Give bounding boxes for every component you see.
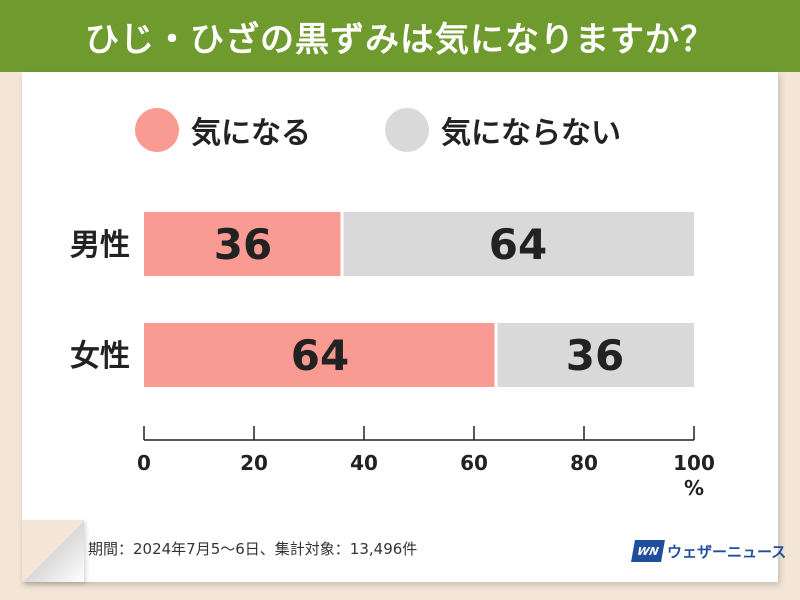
x-tick-label: 40 [350,451,378,475]
legend-label-yes: 気になる [191,116,311,151]
legend-label-no: 気にならない [441,116,621,151]
x-tick-label: 80 [570,451,598,475]
bar-segment [496,323,694,387]
chart-title: ひじ・ひざの黒ずみは気になりますか？ [85,19,715,60]
legend-item-no: 気にならない [385,105,621,155]
data-label: 36 [566,331,624,380]
bar-segment [144,212,342,276]
page-curl [22,520,84,582]
logo-mark: WN [631,540,665,562]
legend-item-yes: 気になる [135,105,311,155]
data-label: 36 [214,220,272,269]
x-tick-label: 60 [460,451,488,475]
brand-logo: WN ウェザーニュース [631,538,787,564]
category-label: 女性 [70,339,130,374]
x-tick-label: 100 [673,451,715,475]
x-tick-label: 0 [137,451,151,475]
title-banner: ひじ・ひざの黒ずみは気になりますか？ [0,0,800,72]
category-label: 男性 [70,228,130,263]
legend: 気になる 気にならない [0,105,800,155]
legend-swatch-no [385,108,429,152]
legend-swatch-yes [135,108,179,152]
bar-segment [144,323,496,387]
x-unit-label: % [684,476,704,500]
logo-text: ウェザーニュース [667,542,787,561]
x-tick-label: 20 [240,451,268,475]
data-label: 64 [291,331,349,380]
data-label: 64 [489,220,547,269]
bar-segment [342,212,694,276]
source-note: 期間：2024年7月5～6日、集計対象：13,496件 [88,540,418,558]
